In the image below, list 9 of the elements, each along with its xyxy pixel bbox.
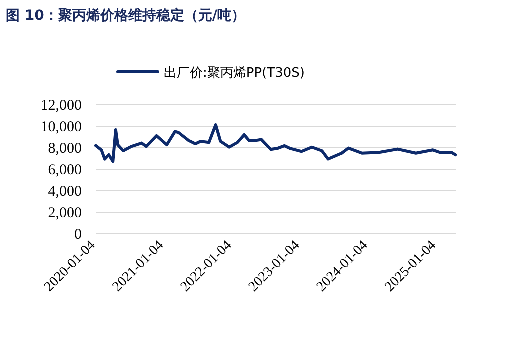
ytick: 0: [74, 227, 82, 243]
ytick: 8,000: [48, 141, 82, 157]
ytick: 10,000: [40, 120, 82, 136]
title: 图 10：聚丙烯价格维持稳定（元/吨）: [6, 8, 246, 24]
ytick: 6,000: [48, 162, 82, 178]
ytick: 12,000: [40, 98, 82, 114]
ytick: 4,000: [48, 184, 82, 200]
legend: 出厂价:聚丙烯PP(T30S): [164, 66, 305, 81]
ytick: 2,000: [48, 206, 82, 222]
